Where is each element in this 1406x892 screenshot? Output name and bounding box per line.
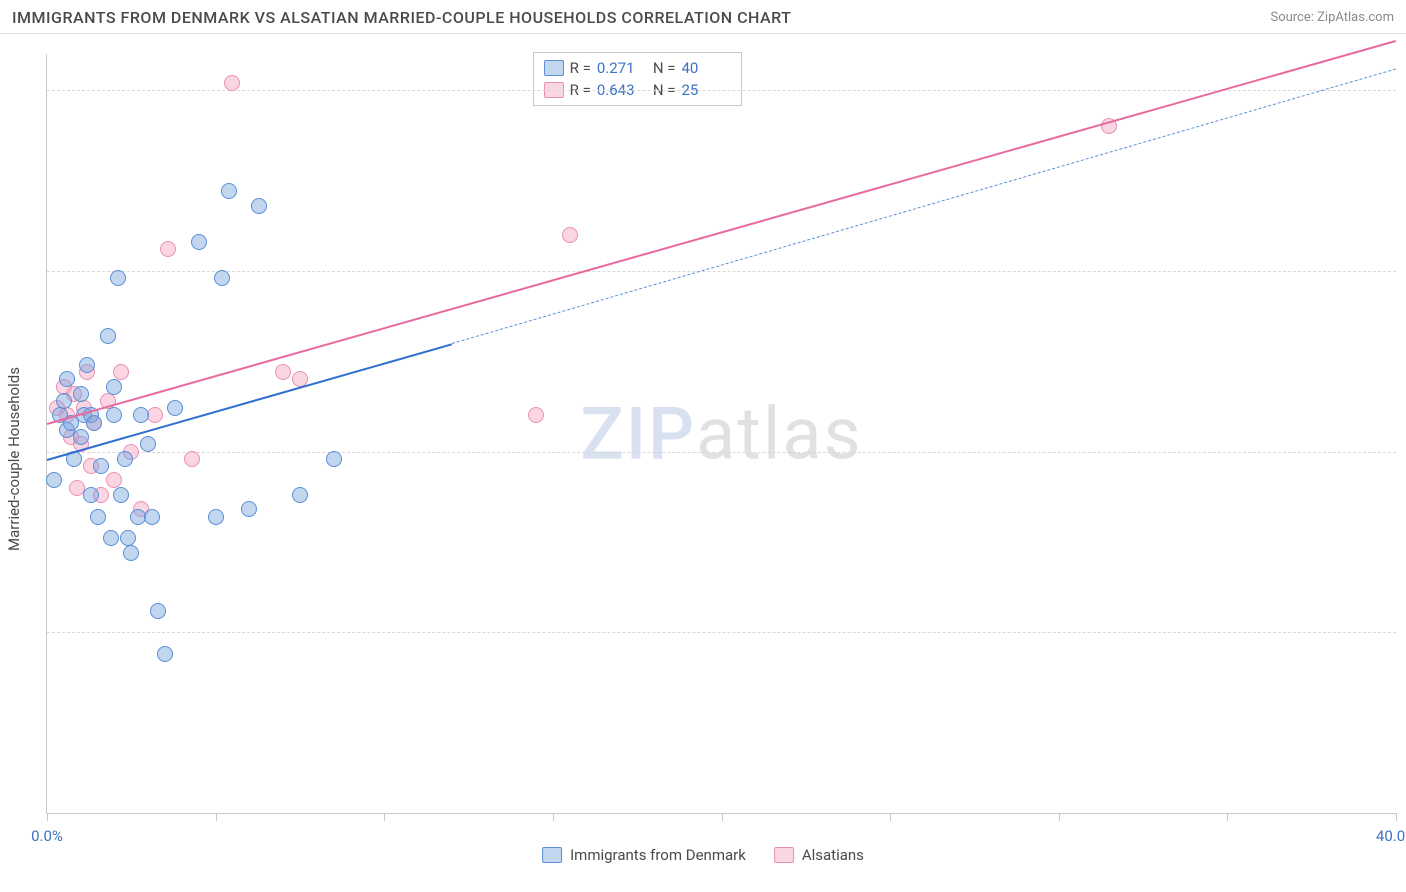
scatter-point-pink — [224, 75, 240, 91]
scatter-point-blue — [214, 270, 230, 286]
x-tick — [1227, 813, 1228, 821]
scatter-point-blue — [208, 509, 224, 525]
swatch-blue — [542, 847, 562, 863]
scatter-point-blue — [123, 545, 139, 561]
scatter-point-blue — [83, 487, 99, 503]
scatter-point-blue — [73, 429, 89, 445]
chart-container: Married-couple Households ZIPatlas R = 0… — [0, 44, 1406, 874]
scatter-point-blue — [56, 393, 72, 409]
legend-bottom: Immigrants from Denmark Alsatians — [542, 846, 864, 864]
x-tick — [1396, 813, 1397, 821]
x-tick — [553, 813, 554, 821]
y-axis-label: Married-couple Households — [5, 367, 23, 551]
x-tick — [1059, 813, 1060, 821]
grid-line-h — [47, 90, 1396, 91]
legend-item-pink: Alsatians — [774, 846, 864, 864]
chart-title: IMMIGRANTS FROM DENMARK VS ALSATIAN MARR… — [12, 8, 791, 27]
scatter-point-blue — [140, 436, 156, 452]
chart-header: IMMIGRANTS FROM DENMARK VS ALSATIAN MARR… — [0, 0, 1406, 34]
scatter-point-blue — [167, 400, 183, 416]
scatter-point-pink — [160, 241, 176, 257]
swatch-pink — [774, 847, 794, 863]
scatter-point-pink — [528, 407, 544, 423]
scatter-point-blue — [292, 487, 308, 503]
scatter-point-blue — [106, 407, 122, 423]
plot-area: ZIPatlas R = 0.271 N = 40 R = 0.643 N = … — [46, 54, 1396, 814]
scatter-point-blue — [150, 603, 166, 619]
scatter-point-blue — [144, 509, 160, 525]
scatter-point-blue — [241, 501, 257, 517]
scatter-point-blue — [90, 509, 106, 525]
legend-row-blue: R = 0.271 N = 40 — [544, 57, 732, 79]
scatter-point-blue — [93, 458, 109, 474]
scatter-point-blue — [326, 451, 342, 467]
scatter-point-blue — [117, 451, 133, 467]
source-attribution: Source: ZipAtlas.com — [1270, 10, 1394, 25]
scatter-point-pink — [184, 451, 200, 467]
scatter-point-blue — [86, 415, 102, 431]
scatter-point-pink — [562, 227, 578, 243]
watermark: ZIPatlas — [580, 391, 862, 476]
x-tick-label: 0.0% — [31, 827, 63, 845]
scatter-point-pink — [275, 364, 291, 380]
scatter-point-blue — [79, 357, 95, 373]
trend-blue-extension — [452, 68, 1397, 344]
scatter-point-blue — [59, 371, 75, 387]
x-tick — [47, 813, 48, 821]
swatch-blue — [544, 60, 564, 76]
x-tick — [216, 813, 217, 821]
scatter-point-blue — [106, 379, 122, 395]
grid-line-h — [47, 271, 1396, 272]
scatter-point-blue — [191, 234, 207, 250]
scatter-point-blue — [221, 183, 237, 199]
scatter-point-blue — [103, 530, 119, 546]
legend-item-blue: Immigrants from Denmark — [542, 846, 746, 864]
x-tick — [890, 813, 891, 821]
grid-line-h — [47, 632, 1396, 633]
scatter-point-blue — [113, 487, 129, 503]
scatter-point-blue — [120, 530, 136, 546]
scatter-point-blue — [110, 270, 126, 286]
scatter-point-blue — [133, 407, 149, 423]
scatter-point-blue — [100, 328, 116, 344]
x-tick-label: 40.0% — [1376, 827, 1406, 845]
legend-stats-box: R = 0.271 N = 40 R = 0.643 N = 25 — [533, 52, 743, 106]
scatter-point-blue — [251, 198, 267, 214]
scatter-point-blue — [73, 386, 89, 402]
grid-line-h — [47, 452, 1396, 453]
scatter-point-blue — [157, 646, 173, 662]
x-tick — [384, 813, 385, 821]
x-tick — [722, 813, 723, 821]
scatter-point-blue — [46, 472, 62, 488]
